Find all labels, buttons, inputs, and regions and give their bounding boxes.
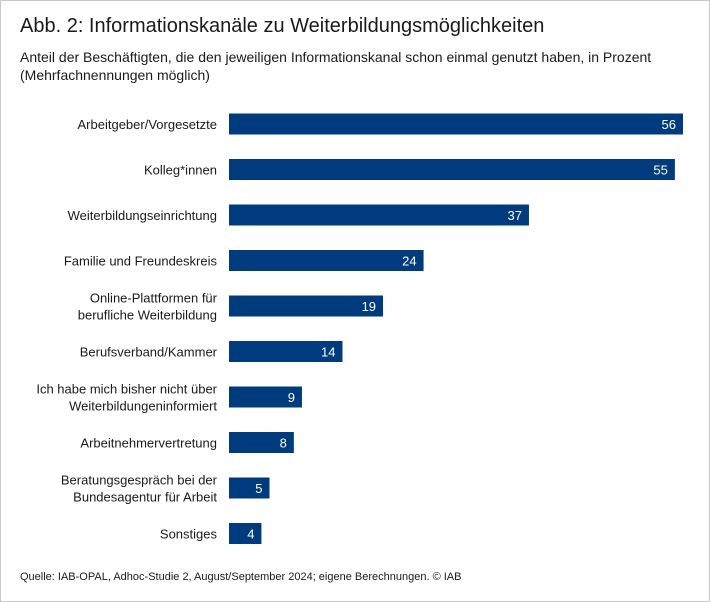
- chart-title: Abb. 2: Informationskanäle zu Weiterbild…: [20, 15, 545, 37]
- category-label: Arbeitnehmervertretung: [80, 436, 217, 451]
- bar: [229, 204, 529, 226]
- bar-value-label: 5: [255, 481, 262, 496]
- category-label: Online-Plattformen für berufliche Weiterb…: [78, 291, 218, 323]
- bar: [229, 159, 675, 180]
- bar-value-label: 8: [280, 436, 287, 451]
- category-label: Weiterbildungseinrichtung: [68, 208, 217, 223]
- category-label: Ich habe mich bisher nicht über Weiterbil…: [36, 382, 217, 414]
- bar: [229, 341, 343, 362]
- category-label: Sonstiges: [160, 527, 218, 542]
- bar-value-label: 19: [362, 299, 376, 314]
- bar: [229, 432, 294, 453]
- category-label: Arbeitgeber/Vorgesetzte: [78, 117, 217, 132]
- bar-value-label: 56: [662, 117, 676, 132]
- bar-value-label: 37: [507, 208, 521, 223]
- category-label: Beratungsgespräch bei der Bundesagentur f…: [61, 473, 218, 505]
- bar: [229, 523, 262, 544]
- bar-value-label: 14: [321, 345, 335, 360]
- bar: [229, 113, 683, 135]
- chart-subtitle: Anteil der Beschäftigten, die den jeweil…: [20, 49, 652, 83]
- bars-layer: [229, 113, 683, 544]
- category-label: Berufsverband/Kammer: [80, 345, 218, 360]
- bar: [229, 295, 384, 317]
- category-labels-layer: Arbeitgeber/Vorgesetzte Kolleg*innen Weite…: [36, 117, 217, 542]
- bar: [229, 250, 424, 271]
- category-label: Familie und Freundeskreis: [64, 254, 218, 269]
- source-note: Quelle: IAB-OPAL, Adhoc-Studie 2, August…: [20, 571, 462, 583]
- bar: [229, 477, 270, 499]
- bar: [229, 386, 302, 408]
- bar-value-label: 55: [653, 163, 667, 178]
- bar-chart: Arbeitgeber/Vorgesetzte Kolleg*innen Weite…: [36, 113, 683, 544]
- value-labels-layer: 56 55 37 24 19 14 9 8 5 4: [247, 117, 676, 542]
- category-label: Kolleg*innen: [144, 163, 217, 178]
- bar-value-label: 4: [247, 527, 254, 542]
- bar-value-label: 24: [402, 254, 416, 269]
- bar-value-label: 9: [288, 390, 295, 405]
